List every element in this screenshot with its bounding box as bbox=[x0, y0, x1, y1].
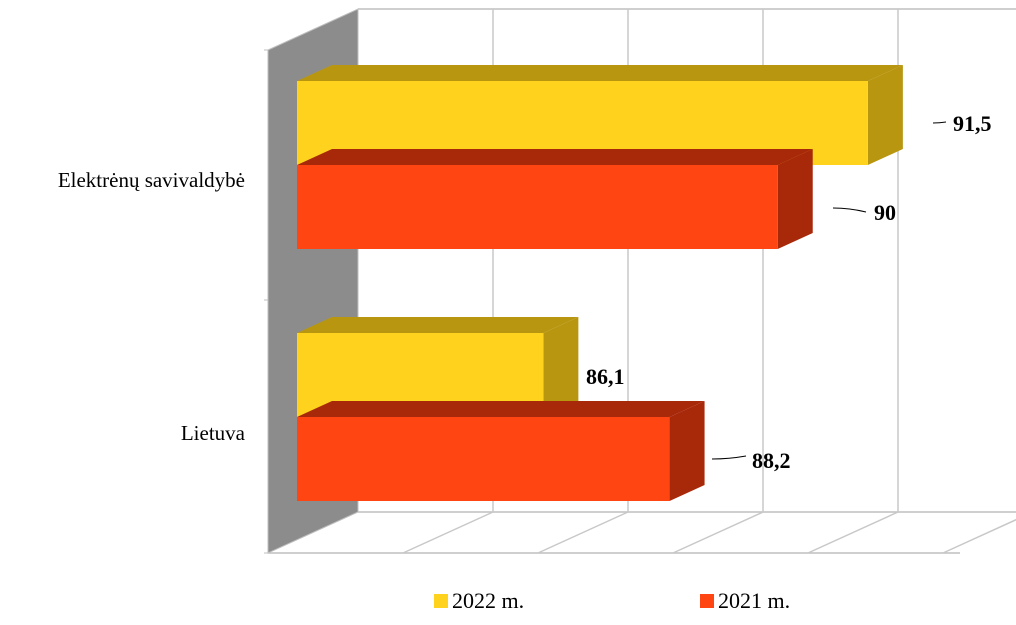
bar-side-face bbox=[543, 317, 579, 417]
leader-line bbox=[932, 121, 947, 124]
labels: 91,5 90 86,1 88,2 Elektrėnų savivaldybė Lietu… bbox=[58, 111, 992, 473]
bar-side-face bbox=[669, 401, 705, 501]
floor-gridline bbox=[402, 511, 494, 554]
legend: 2022 m. 2021 m. bbox=[0, 588, 1016, 620]
legend-item-2021: 2021 m. bbox=[700, 588, 790, 614]
floor-gridline bbox=[807, 511, 899, 554]
bar-side-face bbox=[867, 65, 903, 165]
bar-top-face bbox=[297, 401, 705, 417]
legend-swatch-2021 bbox=[700, 594, 714, 608]
leader-line bbox=[832, 207, 867, 213]
data-label: 88,2 bbox=[752, 448, 791, 473]
floor-gridline bbox=[942, 518, 1016, 554]
bar-side-face bbox=[777, 149, 813, 249]
category-label: Lietuva bbox=[181, 421, 246, 445]
data-label: 91,5 bbox=[953, 111, 992, 136]
bar-top-face bbox=[297, 149, 813, 165]
legend-item-2022: 2022 m. bbox=[434, 588, 524, 614]
legend-label-2022: 2022 m. bbox=[452, 588, 525, 613]
bar bbox=[297, 417, 670, 501]
data-label: 86,1 bbox=[586, 364, 625, 389]
legend-label-2021: 2021 m. bbox=[718, 588, 791, 613]
data-label: 90 bbox=[874, 200, 896, 225]
bar bbox=[297, 165, 778, 249]
floor-gridline bbox=[672, 511, 764, 554]
bars bbox=[297, 65, 903, 501]
category-label: Elektrėnų savivaldybė bbox=[58, 168, 245, 192]
floor-gridline bbox=[537, 511, 629, 554]
legend-swatch-2022 bbox=[434, 594, 448, 608]
leader-line bbox=[711, 455, 747, 460]
bar-top-face bbox=[297, 317, 579, 333]
bar-top-face bbox=[297, 65, 903, 81]
